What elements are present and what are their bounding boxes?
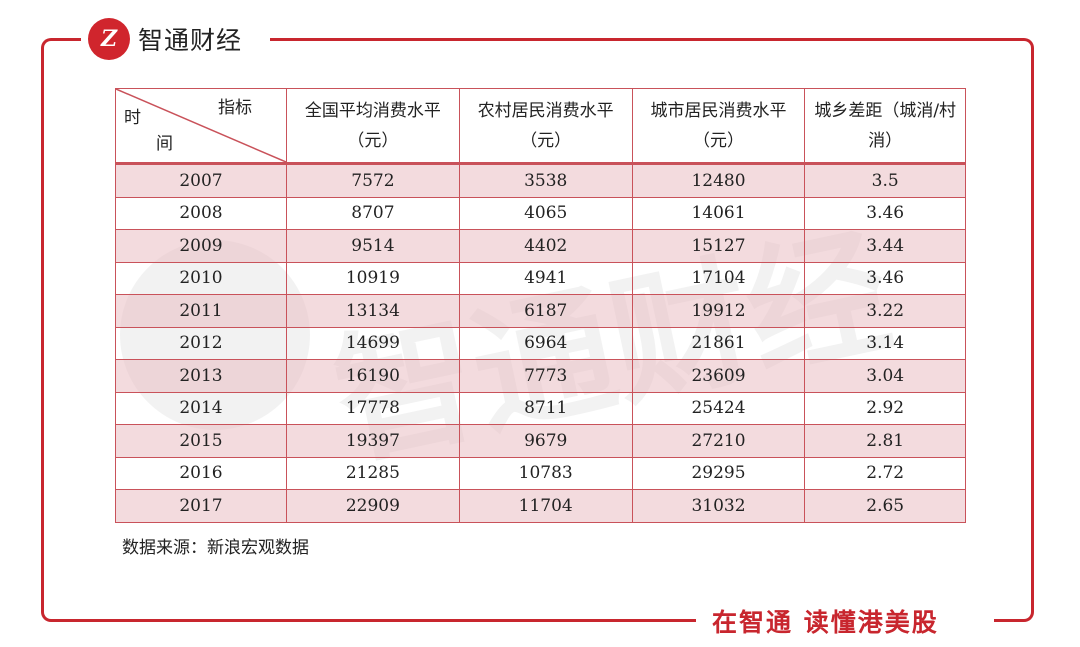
value-cell: 31032 [631, 489, 806, 523]
value-cell: 10783 [458, 456, 633, 490]
table-row: 2012 14699 6964 21861 3.14 [115, 326, 966, 360]
header-row: 指标 时 间 全国平均消费水平（元） 农村居民消费水平（元） 城市居民消费水平（… [115, 88, 966, 165]
year-cell: 2012 [115, 326, 287, 360]
year-cell: 2017 [115, 489, 287, 523]
value-cell: 27210 [631, 424, 806, 458]
corner-label-time-2: 间 [156, 134, 173, 154]
value-cell: 3.14 [804, 326, 966, 360]
value-cell: 4941 [458, 261, 633, 295]
value-cell: 3538 [458, 163, 633, 198]
value-cell: 4065 [458, 196, 633, 230]
value-cell: 17104 [631, 261, 806, 295]
value-cell: 23609 [631, 359, 806, 393]
value-cell: 16190 [286, 359, 460, 393]
value-cell: 9679 [458, 424, 633, 458]
value-cell: 29295 [631, 456, 806, 490]
value-cell: 8711 [458, 391, 633, 425]
table-row: 2011 13134 6187 19912 3.22 [115, 294, 966, 328]
value-cell: 6187 [458, 294, 633, 328]
corner-label-time-1: 时 [124, 108, 141, 128]
value-cell: 3.46 [804, 196, 966, 230]
slogan: 在智通 读懂港美股 [712, 608, 939, 637]
value-cell: 10919 [286, 261, 460, 295]
table-row: 2013 16190 7773 23609 3.04 [115, 359, 966, 393]
value-cell: 2.92 [804, 391, 966, 425]
value-cell: 22909 [286, 489, 460, 523]
value-cell: 21861 [631, 326, 806, 360]
value-cell: 2.81 [804, 424, 966, 458]
value-cell: 14061 [631, 196, 806, 230]
value-cell: 7773 [458, 359, 633, 393]
frame-border [994, 70, 1034, 622]
value-cell: 3.46 [804, 261, 966, 295]
table-row: 2017 22909 11704 31032 2.65 [115, 489, 966, 523]
consumption-table: 指标 时 间 全国平均消费水平（元） 农村居民消费水平（元） 城市居民消费水平（… [115, 88, 966, 523]
value-cell: 19912 [631, 294, 806, 328]
corner-label-indicator: 指标 [218, 98, 252, 118]
frame-border [41, 38, 81, 622]
value-cell: 3.22 [804, 294, 966, 328]
diagonal-line [116, 89, 286, 162]
value-cell: 11704 [458, 489, 633, 523]
table-row: 2014 17778 8711 25424 2.92 [115, 391, 966, 425]
table-row: 2015 19397 9679 27210 2.81 [115, 424, 966, 458]
value-cell: 3.04 [804, 359, 966, 393]
column-header: 城乡差距（城消/村消） [804, 88, 966, 165]
corner-header: 指标 时 间 [115, 88, 287, 165]
value-cell: 12480 [631, 163, 806, 198]
value-cell: 17778 [286, 391, 460, 425]
value-cell: 14699 [286, 326, 460, 360]
value-cell: 2.72 [804, 456, 966, 490]
column-header: 全国平均消费水平（元） [286, 88, 460, 165]
value-cell: 8707 [286, 196, 460, 230]
value-cell: 2.65 [804, 489, 966, 523]
table-row: 2010 10919 4941 17104 3.46 [115, 261, 966, 295]
logo-icon: Z [88, 18, 130, 60]
table-row: 2007 7572 3538 12480 3.5 [115, 163, 966, 198]
table-row: 2009 9514 4402 15127 3.44 [115, 229, 966, 263]
value-cell: 3.5 [804, 163, 966, 198]
year-cell: 2007 [115, 163, 287, 198]
brand-logo: Z 智通财经 [88, 18, 242, 60]
data-source-note: 数据来源：新浪宏观数据 [122, 538, 309, 558]
value-cell: 7572 [286, 163, 460, 198]
value-cell: 4402 [458, 229, 633, 263]
value-cell: 21285 [286, 456, 460, 490]
logo-text: 智通财经 [138, 26, 243, 55]
value-cell: 6964 [458, 326, 633, 360]
value-cell: 19397 [286, 424, 460, 458]
table-row: 2008 8707 4065 14061 3.46 [115, 196, 966, 230]
column-header: 城市居民消费水平（元） [631, 88, 806, 165]
value-cell: 13134 [286, 294, 460, 328]
table-row: 2016 21285 10783 29295 2.72 [115, 456, 966, 490]
frame-border [78, 619, 696, 622]
year-cell: 2014 [115, 391, 287, 425]
value-cell: 15127 [631, 229, 806, 263]
year-cell: 2010 [115, 261, 287, 295]
year-cell: 2016 [115, 456, 287, 490]
year-cell: 2011 [115, 294, 287, 328]
column-header: 农村居民消费水平（元） [458, 88, 633, 165]
value-cell: 3.44 [804, 229, 966, 263]
year-cell: 2008 [115, 196, 287, 230]
year-cell: 2013 [115, 359, 287, 393]
value-cell: 25424 [631, 391, 806, 425]
frame-border [270, 38, 1034, 78]
year-cell: 2009 [115, 229, 287, 263]
value-cell: 9514 [286, 229, 460, 263]
year-cell: 2015 [115, 424, 287, 458]
